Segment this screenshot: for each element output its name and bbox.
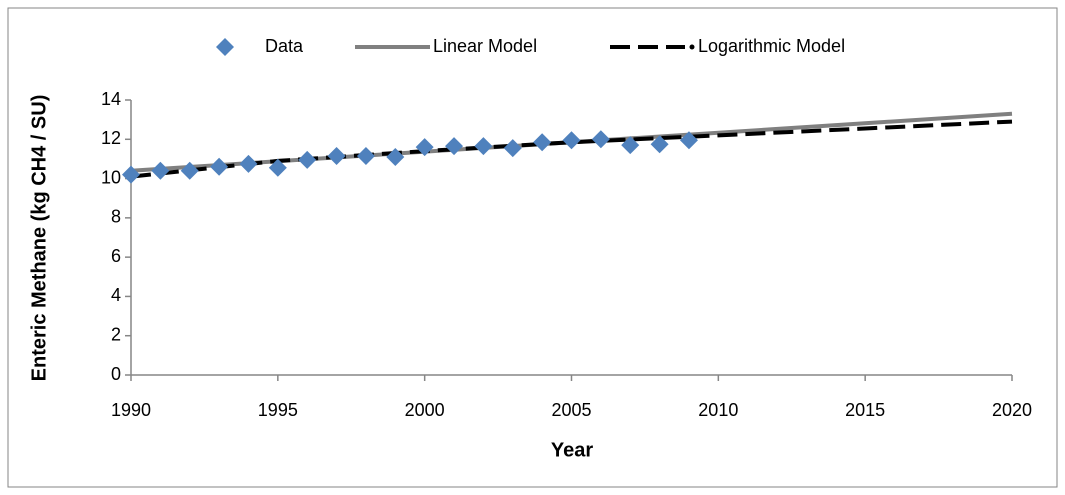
data-point [180,161,199,180]
x-tick-label: 2000 [405,400,445,420]
y-tick-label: 12 [101,128,121,148]
y-tick-label: 10 [101,167,121,187]
y-tick-label: 4 [111,285,121,305]
y-axis-label: Enteric Methane (kg CH4 / SU) [28,95,50,382]
data-point [562,131,581,150]
data-point [239,154,258,173]
data-point [151,161,170,180]
x-tick-label: 2020 [992,400,1032,420]
data-point [679,131,698,150]
data-point [474,137,493,156]
legend-label: Data [265,36,304,56]
x-tick-label: 2005 [551,400,591,420]
data-point [650,135,669,154]
data-point [503,139,522,158]
y-tick-label: 2 [111,324,121,344]
chart-border [7,7,1058,488]
x-tick-label: 1995 [258,400,298,420]
x-axis-label: Year [551,439,593,461]
data-point [415,138,434,157]
data-point [327,146,346,165]
y-tick-label: 14 [101,89,121,109]
data-point [122,165,140,184]
y-tick-label: 0 [111,364,121,384]
data-point [268,158,287,177]
y-tick-label: 8 [111,207,121,227]
y-tick-label: 6 [111,246,121,266]
data-point [356,146,375,165]
data-point [386,147,405,166]
data-point [621,136,640,155]
legend-dot [689,44,695,50]
x-tick-label: 2015 [845,400,885,420]
x-tick-label: 1990 [111,400,151,420]
legend-marker [216,38,234,56]
data-point [591,130,610,149]
data-point [210,157,229,176]
data-point [298,150,317,169]
data-point [533,133,552,152]
legend-label: Linear Model [433,36,537,56]
data-point [445,137,464,156]
legend-label: Logarithmic Model [698,36,845,56]
x-tick-label: 2010 [698,400,738,420]
